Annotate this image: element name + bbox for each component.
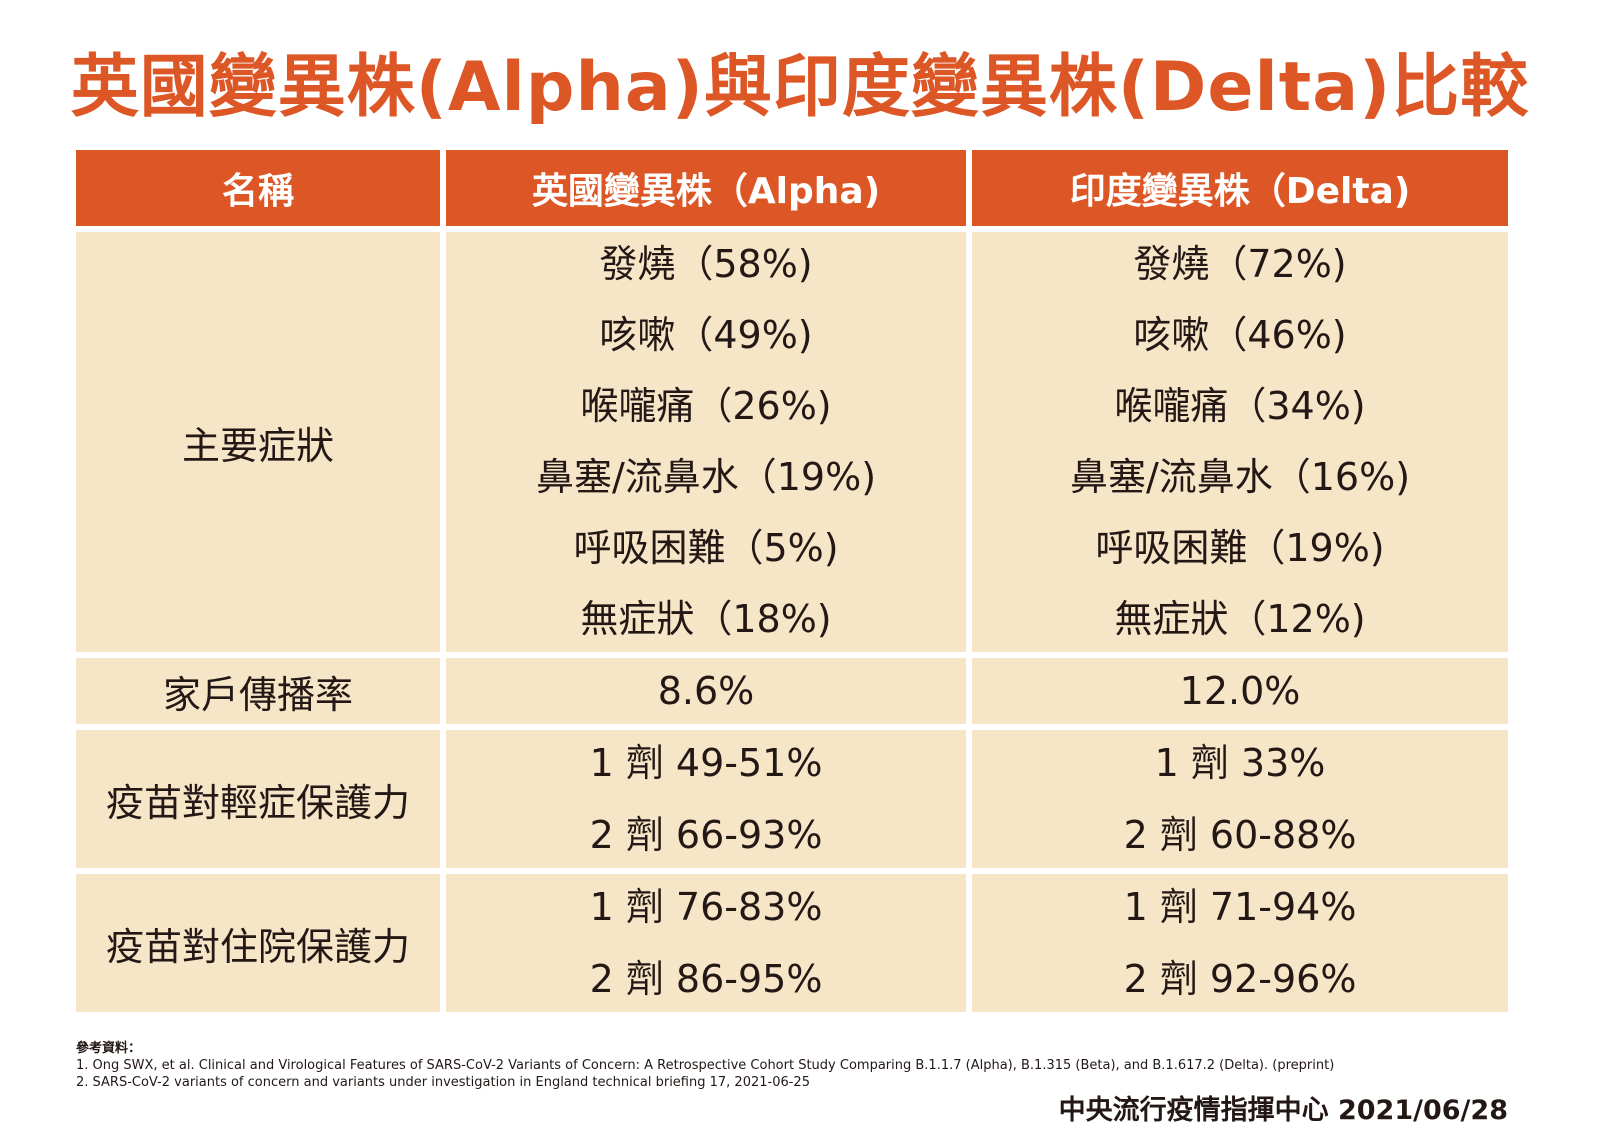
references: 參考資料： 1. Ong SWX, et al. Clinical and Vi… [76, 1040, 1526, 1091]
alpha-symptom-item: 無症狀（18%) [580, 597, 832, 641]
delta-symptom-item: 鼻塞/流鼻水（16%) [1069, 455, 1411, 499]
alpha-mild-dose-1: 1 劑 49-51% [589, 741, 823, 785]
header-delta: 印度變異株（Delta) [972, 150, 1508, 226]
delta-symptom-item: 發燒（72%) [1133, 242, 1347, 286]
header-name: 名稱 [76, 150, 440, 226]
delta-hospital-dose-2: 2 劑 92-96% [1123, 957, 1357, 1001]
delta-household-value: 12.0% [1179, 669, 1301, 713]
row-label-mild: 疫苗對輕症保護力 [76, 730, 440, 868]
delta-mild-dose-2: 2 劑 60-88% [1123, 813, 1357, 857]
alpha-hospital-dose-1: 1 劑 76-83% [589, 885, 823, 929]
row-label-text: 疫苗對輕症保護力 [105, 780, 410, 825]
delta-hospital-dose-1: 1 劑 71-94% [1123, 885, 1357, 929]
row-label-household: 家戶傳播率 [76, 658, 440, 724]
row-label-text: 疫苗對住院保護力 [105, 924, 410, 969]
row-label-symptoms: 主要症狀 [76, 232, 440, 652]
row-label-text: 家戶傳播率 [162, 672, 353, 717]
delta-hospital-cell: 1 劑 71-94% 2 劑 92-96% [972, 874, 1508, 1012]
delta-symptom-item: 無症狀（12%) [1114, 597, 1366, 641]
reference-item: 1. Ong SWX, et al. Clinical and Virologi… [76, 1058, 1335, 1073]
alpha-symptom-item: 喉嚨痛（26%) [580, 384, 832, 428]
alpha-symptom-item: 鼻塞/流鼻水（19%) [535, 455, 877, 499]
delta-symptoms-cell: 發燒（72%) 咳嗽（46%) 喉嚨痛（34%) 鼻塞/流鼻水（16%) 呼吸困… [972, 232, 1508, 652]
delta-symptom-item: 喉嚨痛（34%) [1114, 384, 1366, 428]
alpha-symptom-item: 呼吸困難（5%) [573, 526, 839, 570]
delta-symptom-item: 咳嗽（46%) [1133, 313, 1347, 357]
reference-item: 2. SARS-CoV-2 variants of concern and va… [76, 1075, 810, 1090]
alpha-symptom-item: 咳嗽（49%) [599, 313, 813, 357]
row-label-text: 主要症狀 [181, 423, 334, 468]
alpha-symptoms-cell: 發燒（58%) 咳嗽（49%) 喉嚨痛（26%) 鼻塞/流鼻水（19%) 呼吸困… [446, 232, 966, 652]
page-title: 英國變異株(Alpha)與印度變異株(Delta)比較 [70, 48, 1530, 127]
delta-household-cell: 12.0% [972, 658, 1508, 724]
footer-credit: 中央流行疫情指揮中心 2021/06/28 [1058, 1095, 1508, 1126]
alpha-hospital-cell: 1 劑 76-83% 2 劑 86-95% [446, 874, 966, 1012]
alpha-household-cell: 8.6% [446, 658, 966, 724]
alpha-mild-cell: 1 劑 49-51% 2 劑 66-93% [446, 730, 966, 868]
header-alpha: 英國變異株（Alpha) [446, 150, 966, 226]
delta-symptom-item: 呼吸困難（19%) [1095, 526, 1385, 570]
references-title: 參考資料： [76, 1041, 142, 1056]
alpha-hospital-dose-2: 2 劑 86-95% [589, 957, 823, 1001]
alpha-household-value: 8.6% [657, 669, 755, 713]
alpha-mild-dose-2: 2 劑 66-93% [589, 813, 823, 857]
alpha-symptom-item: 發燒（58%) [599, 242, 813, 286]
delta-mild-dose-1: 1 劑 33% [1154, 741, 1326, 785]
row-label-hospital: 疫苗對住院保護力 [76, 874, 440, 1012]
delta-mild-cell: 1 劑 33% 2 劑 60-88% [972, 730, 1508, 868]
